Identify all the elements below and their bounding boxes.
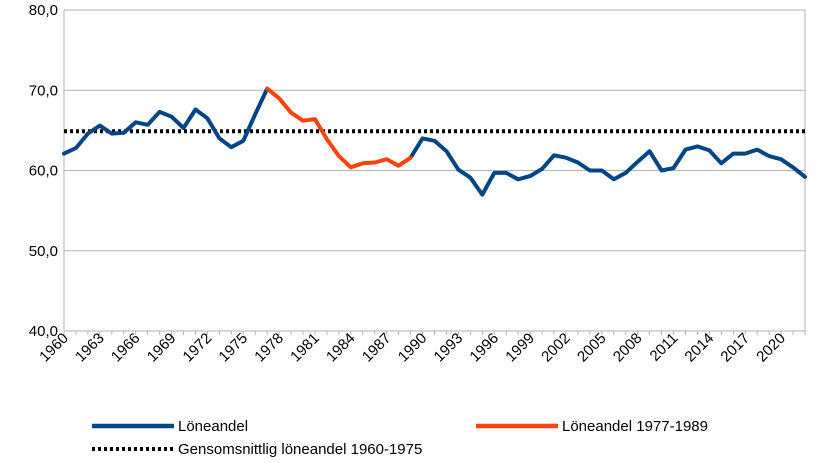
x-tick-label: 2008 (610, 330, 646, 366)
y-tick-label: 70,0 (29, 82, 58, 99)
x-tick-label: 1993 (431, 330, 467, 366)
x-tick-label: 2017 (717, 330, 753, 366)
y-tick-label: 60,0 (29, 163, 58, 180)
x-tick-label: 1999 (502, 330, 538, 366)
x-tick-label: 1981 (287, 330, 323, 366)
x-tick-label: 1996 (466, 330, 502, 366)
x-tick-label: 1990 (395, 330, 431, 366)
y-tick-label: 50,0 (29, 243, 58, 260)
x-tick-label: 1969 (144, 330, 180, 366)
legend-label-loneandel: Löneandel (178, 418, 248, 435)
series-line-0 (62, 86, 270, 156)
legend-label-loneandel-1977-1989: Löneandel 1977-1989 (562, 418, 708, 435)
legend: Löneandel Löneandel 1977-1989 Gensomsnit… (92, 418, 708, 458)
gridlines (63, 9, 806, 335)
x-tick-label: 2014 (682, 330, 718, 366)
x-tick-label: 1978 (251, 330, 287, 366)
y-axis-tick-labels: 40,0 50,0 60,0 70,0 80,0 (29, 2, 58, 340)
y-tick-label: 40,0 (29, 323, 58, 340)
x-tick-label: 1975 (215, 330, 251, 366)
x-tick-label: 1987 (359, 330, 395, 366)
x-tick-label: 2005 (574, 330, 610, 366)
series-line-0 (408, 136, 807, 197)
x-tick-label: 1984 (323, 330, 359, 366)
series-line-1 (265, 86, 413, 170)
x-tick-label: 1966 (108, 330, 144, 366)
x-tick-label: 2011 (647, 330, 682, 365)
x-tick-label: 2002 (538, 330, 574, 366)
x-tick-label: 1972 (180, 330, 216, 366)
x-tick-label: 2020 (753, 330, 789, 366)
legend-label-genomsnitt: Gensomsnittlig löneandel 1960-1975 (178, 441, 422, 458)
x-axis-tick-labels: 1960 1963 1966 1969 1972 1975 1978 1981 1984 1987… (36, 330, 789, 366)
series-lines (62, 86, 807, 197)
x-tick-label: 1963 (72, 330, 108, 366)
y-tick-label: 80,0 (29, 2, 58, 19)
